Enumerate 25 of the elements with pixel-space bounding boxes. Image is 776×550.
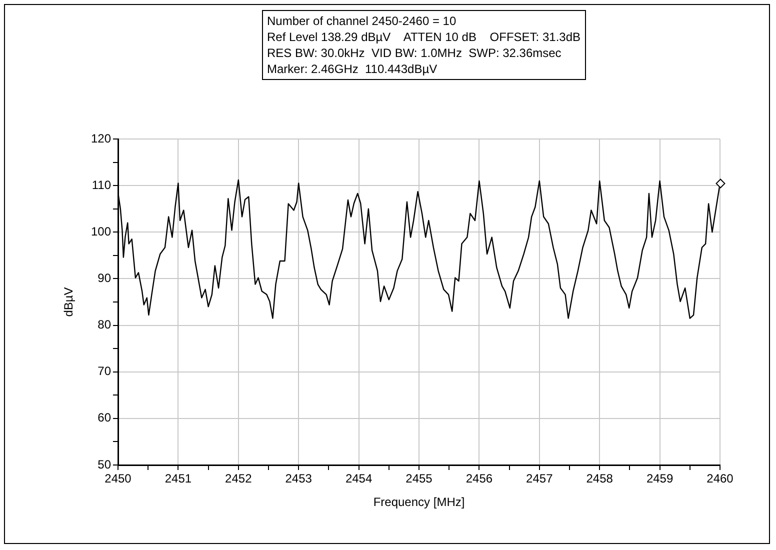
y-tick-label: 100 <box>90 224 112 238</box>
y-tick-label: 120 <box>90 131 112 146</box>
x-tick-label: 2452 <box>225 472 252 486</box>
y-axis-title: dBµV <box>62 287 76 317</box>
x-tick-label: 2455 <box>406 472 433 486</box>
x-tick-label: 2451 <box>164 472 192 486</box>
text: RES BW: 30.0kHz VID BW: 1.0MHz SWP: 32.36msec <box>267 45 562 61</box>
y-tick-label: 80 <box>98 318 112 332</box>
x-tick-label: 2459 <box>646 472 674 486</box>
text: Number of channel 2450-2460 = 10 <box>267 13 458 29</box>
text: Marker: 2.46GHz 110.443dBµV <box>267 61 438 77</box>
x-tick-label: 2453 <box>285 472 312 486</box>
y-tick-label: 110 <box>92 178 112 192</box>
y-tick-label: 90 <box>98 271 112 286</box>
x-tick-label: 2450 <box>104 472 132 486</box>
x-tick-label: 2454 <box>345 472 372 486</box>
x-tick-label: 2458 <box>586 472 614 486</box>
y-tick-label: 60 <box>98 410 112 425</box>
x-tick-label: 2457 <box>526 472 554 486</box>
y-tick-label: 50 <box>98 457 112 472</box>
x-axis-title: Frequency [MHz] <box>373 495 465 510</box>
x-tick-label: 2460 <box>706 472 734 486</box>
x-tick-label: 2456 <box>466 472 493 486</box>
y-tick-label: 70 <box>98 364 112 378</box>
text: Ref Level 138.29 dBµV ATTEN 10 dB OFFSET: 31.3dB <box>267 29 581 45</box>
